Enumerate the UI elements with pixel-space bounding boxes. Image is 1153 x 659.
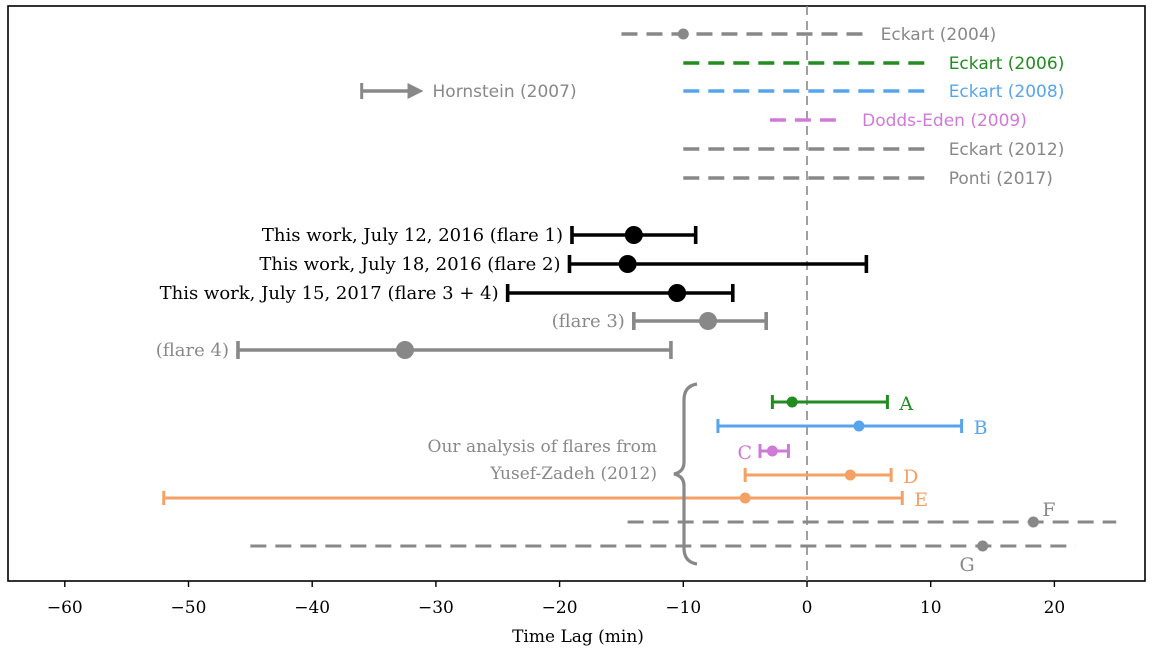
range-label-eckart-2012: Eckart (2012) [949,140,1065,160]
x-axis-label: Time Lag (min) [512,627,644,647]
measurement-label: This work, July 12, 2016 (flare 1) [262,225,563,246]
range-label-dodds-eden-2009: Dodds-Eden (2009) [862,111,1027,131]
x-tick-label: −10 [665,598,701,618]
group-brace [673,382,698,566]
flare-a-point [786,396,798,408]
group-label-line-2: Yusef-Zadeh (2012) [489,464,657,484]
x-tick-label: 0 [802,598,813,618]
flare-d-point [844,469,856,481]
flare-label-d: D [903,466,918,488]
measurement-1-point [624,226,643,244]
flare-label-b: B [974,417,988,439]
group-label-line-1: Our analysis of flares from [428,437,657,457]
x-axis: −60 −50 −40 −30 −20 −10 0 10 20 [47,581,1065,618]
range-label-eckart-2004: Eckart (2004) [881,25,997,45]
flare-label-a: A [898,393,913,415]
measurement-label: (flare 3) [552,311,625,332]
measurement-label: (flare 4) [156,340,229,361]
x-tick-label: 20 [1044,598,1066,618]
measurement-5-point [395,341,414,359]
measurement-label: This work, July 18, 2016 (flare 2) [259,254,560,275]
flare-f-point [1027,516,1039,528]
range-label-ponti-2017: Ponti (2017) [949,169,1053,189]
flare-b-point [853,420,865,432]
x-tick-label: −20 [542,598,578,618]
range-label-eckart-2008: Eckart (2008) [949,82,1065,102]
measurement-4-point [699,312,718,330]
flare-label-g: G [959,554,974,576]
flare-label-f: F [1042,499,1055,521]
x-tick-label: 10 [920,598,942,618]
limit-label-hornstein: Hornstein (2007) [433,82,577,102]
flare-label-c: C [737,442,752,464]
measurement-label: This work, July 15, 2017 (flare 3 + 4) [160,283,499,304]
range-point-eckart-2004 [677,28,689,40]
x-tick-label: −60 [47,598,83,618]
measurement-2-point [618,255,637,273]
flare-label-e: E [914,489,928,511]
yusef-zadeh-analysis: A B C DE F G Our analysis of flares from Yusef-… [162,382,1117,576]
literature-ranges: Eckart (2004) Eckart (2006) Eckart (2008) D… [360,25,1065,189]
measurement-3-point [668,284,687,302]
x-tick-label: −30 [418,598,454,618]
flare-e-point [739,492,751,504]
this-work-measurements: This work, July 12, 2016 (flare 1) This w… [156,225,869,361]
range-label-eckart-2006: Eckart (2006) [949,54,1065,74]
flare-c-point [766,445,778,457]
x-tick-label: −50 [171,598,207,618]
limit-arrowhead [407,83,424,99]
flare-g-point [977,540,989,552]
x-tick-label: −40 [294,598,330,618]
